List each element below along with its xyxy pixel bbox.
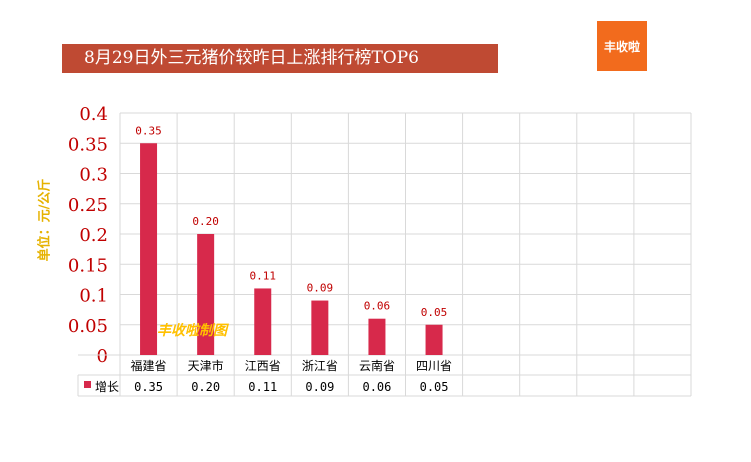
category-label: 江西省: [245, 359, 281, 373]
y-tick-label: 0.3: [79, 165, 108, 186]
bar: [368, 318, 386, 355]
y-tick-label: 0: [97, 346, 108, 367]
y-tick-label: 0.05: [68, 316, 108, 337]
brand-logo: 丰收啦: [597, 21, 647, 71]
data-label: 0.05: [421, 306, 448, 319]
y-tick-label: 0.15: [68, 255, 108, 276]
bar: [197, 234, 215, 355]
y-tick-label: 0.25: [68, 195, 108, 216]
category-label: 天津市: [188, 358, 224, 373]
table-value: 0.11: [248, 380, 277, 394]
y-tick-label: 0.4: [79, 104, 108, 125]
watermark: 丰收啦制图: [157, 323, 227, 339]
data-label: 0.06: [364, 300, 391, 313]
data-label: 0.11: [250, 269, 277, 282]
bar: [425, 324, 443, 355]
table-value: 0.05: [420, 380, 449, 394]
bar: [140, 143, 158, 355]
table-value: 0.20: [191, 380, 220, 394]
data-label: 0.35: [135, 124, 162, 137]
y-tick-label: 0.2: [79, 225, 108, 246]
category-label: 云南省: [359, 358, 395, 373]
table-value: 0.35: [134, 380, 163, 394]
category-label: 浙江省: [302, 359, 338, 373]
y-tick-label: 0.1: [79, 286, 108, 307]
table-value: 0.09: [305, 380, 334, 394]
data-label: 0.09: [307, 282, 334, 295]
legend-label: 增长: [95, 380, 119, 394]
category-label: 福建省: [131, 358, 167, 373]
y-tick-label: 0.35: [68, 134, 108, 155]
legend-swatch: [84, 381, 91, 388]
table-value: 0.06: [362, 380, 391, 394]
chart-title: 8月29日外三元猪价较昨日上涨排行榜TOP6: [62, 44, 498, 73]
data-label: 0.20: [192, 215, 219, 228]
bar: [254, 288, 272, 355]
bar: [311, 300, 329, 355]
category-label: 四川省: [416, 359, 452, 373]
